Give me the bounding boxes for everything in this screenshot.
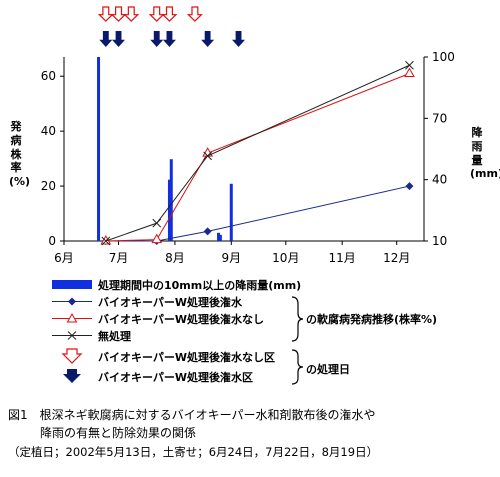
- legend-triangle-icon: [52, 312, 92, 323]
- legend-brace-2: [291, 349, 304, 385]
- series-1-point: [405, 182, 414, 191]
- series-line-2: [105, 73, 410, 242]
- x-tick-label: 9月: [221, 251, 241, 265]
- treatment-arrow-outline: [123, 6, 140, 22]
- series-line-1: [105, 185, 410, 242]
- x-tick-label: 10月: [272, 251, 299, 265]
- legend-treatment-1: バイオキーパーW処理後潅水なし区: [50, 348, 275, 365]
- series-1-point: [203, 227, 212, 236]
- treatment-arrow-solid: [162, 31, 176, 47]
- legend-series-2: バイオキーパーW処理後潅水なし: [50, 310, 264, 327]
- legend-treatment-1-label: バイオキーパーW処理後潅水なし区: [98, 350, 276, 364]
- series-3-point: [101, 236, 111, 246]
- legend-treatment-2-label: バイオキーパーW処理後潅水区: [98, 370, 254, 384]
- y-left-tick-label: 0: [48, 234, 56, 248]
- rain-bar: [167, 179, 171, 241]
- rain-bar: [217, 232, 221, 241]
- y-left-axis-label: 発病株率(%): [9, 120, 31, 188]
- rain-bar: [97, 57, 101, 241]
- treatment-arrow-outline: [186, 6, 203, 22]
- y-right-tick-label: 10: [432, 234, 447, 248]
- series-3-point: [405, 60, 414, 70]
- rain-bar: [169, 159, 173, 241]
- legend-series-1-label: バイオキーパーW処理後潅水: [98, 295, 243, 309]
- x-tick-label: 6月: [54, 251, 74, 265]
- treatment-arrow-outline: [97, 6, 114, 22]
- x-tick-label: 12月: [383, 251, 410, 265]
- legend-brace-2-label: の処理日: [306, 363, 350, 376]
- y-right-tick-label: 40: [432, 173, 447, 187]
- legend-series-3-label: 無処理: [98, 329, 131, 343]
- caption-line-3: （定植日；2002年5月13日，土寄せ；6月24日，7月22日，8月19日）: [8, 445, 379, 459]
- arrow-down-solid-icon: [63, 369, 81, 383]
- caption-line-2: 降雨の有無と防除効果の関係: [40, 426, 197, 440]
- y-left-tick-label: 40: [41, 124, 56, 138]
- y-left-tick-label: 60: [41, 69, 56, 83]
- legend-brace-1: [291, 296, 304, 342]
- caption-line-1: 図1 根深ネギ軟腐病に対するバイオキーパー水和剤散布後の潅水や: [8, 408, 376, 422]
- legend-diamond-icon: [52, 297, 92, 306]
- series-3-point: [152, 218, 162, 228]
- legend-series-1: バイオキーパーW処理後潅水: [50, 293, 242, 310]
- x-tick-label: 8月: [165, 251, 185, 265]
- series-line-3: [105, 64, 410, 242]
- legend-x-icon: [52, 331, 92, 340]
- treatment-arrow-solid: [232, 31, 246, 47]
- y-right-tick-label: 70: [432, 111, 447, 125]
- series-2-point: [151, 233, 163, 244]
- legend-series-3: 無処理: [50, 327, 131, 344]
- legend-rain-label: 処理期間中の10mm以上の降雨量(mm): [98, 278, 302, 292]
- series-3-point: [203, 151, 212, 161]
- arrow-down-outline-icon: [61, 348, 83, 364]
- treatment-arrow-solid: [99, 31, 113, 47]
- x-tick-label: 7月: [109, 251, 129, 265]
- y-right-tick-label: 100: [432, 50, 455, 64]
- treatment-arrow-solid: [150, 31, 164, 47]
- x-tick-label: 11月: [329, 251, 356, 265]
- chart: 0 20 40 60 10 40 70 100 6月 7月 8月 9月 10月 11月 12月: [41, 6, 455, 265]
- treatment-arrow-outline: [110, 6, 127, 22]
- series-2-point: [404, 67, 415, 77]
- treatment-arrow-outline: [148, 6, 165, 22]
- legend-rain: 処理期間中の10mm以上の降雨量(mm): [50, 276, 301, 293]
- rain-bar: [229, 183, 233, 241]
- legend-rain-icon: [52, 280, 92, 289]
- legend-brace-1-label: の軟腐病発病推移(株率%): [306, 313, 438, 326]
- legend-series-2-label: バイオキーパーW処理後潅水なし: [98, 312, 265, 326]
- legend-treatment-2: バイオキーパーW処理後潅水区: [50, 368, 253, 385]
- rain-bar: [218, 234, 222, 241]
- treatment-arrow-solid: [201, 31, 215, 47]
- y-right-axis-label: 降雨量(mm): [470, 126, 500, 181]
- treatment-arrow-solid: [112, 31, 126, 47]
- y-left-tick-label: 20: [41, 179, 56, 193]
- treatment-arrow-outline: [161, 6, 178, 22]
